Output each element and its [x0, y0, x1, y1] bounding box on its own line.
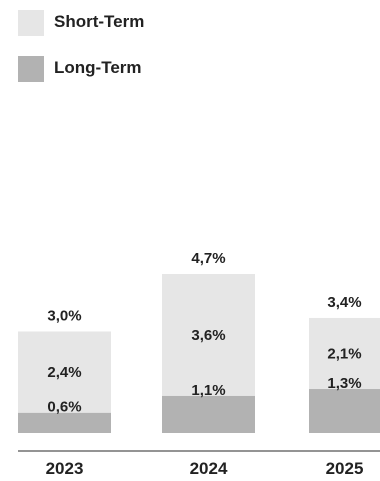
data-label-short-term-2025: 2,1%: [327, 346, 361, 363]
bar-short-term-2023: [18, 331, 111, 413]
total-label-2023: 3,0%: [47, 308, 81, 325]
legend-swatch-long-term: [18, 56, 44, 82]
legend-label-short-term: Short-Term: [54, 12, 145, 31]
total-label-2024: 4,7%: [191, 250, 225, 267]
x-tick-label-2024: 2024: [190, 459, 228, 478]
x-tick-label-2023: 2023: [46, 459, 84, 478]
bar-long-term-2024: [162, 395, 255, 433]
bar-long-term-2023: [18, 412, 111, 433]
bar-short-term-2025: [309, 317, 380, 390]
bar-short-term-2024: [162, 274, 255, 396]
data-label-long-term-2023: 0,6%: [47, 399, 81, 416]
data-label-short-term-2024: 3,6%: [191, 327, 225, 344]
x-tick-label-2025: 2025: [326, 459, 364, 478]
legend-label-long-term: Long-Term: [54, 58, 142, 77]
legend-swatch-short-term: [18, 10, 44, 36]
data-label-long-term-2024: 1,1%: [191, 382, 225, 399]
data-label-long-term-2025: 1,3%: [327, 375, 361, 392]
total-label-2025: 3,4%: [327, 294, 361, 311]
bar-long-term-2025: [309, 389, 380, 433]
data-label-short-term-2023: 2,4%: [47, 364, 81, 381]
